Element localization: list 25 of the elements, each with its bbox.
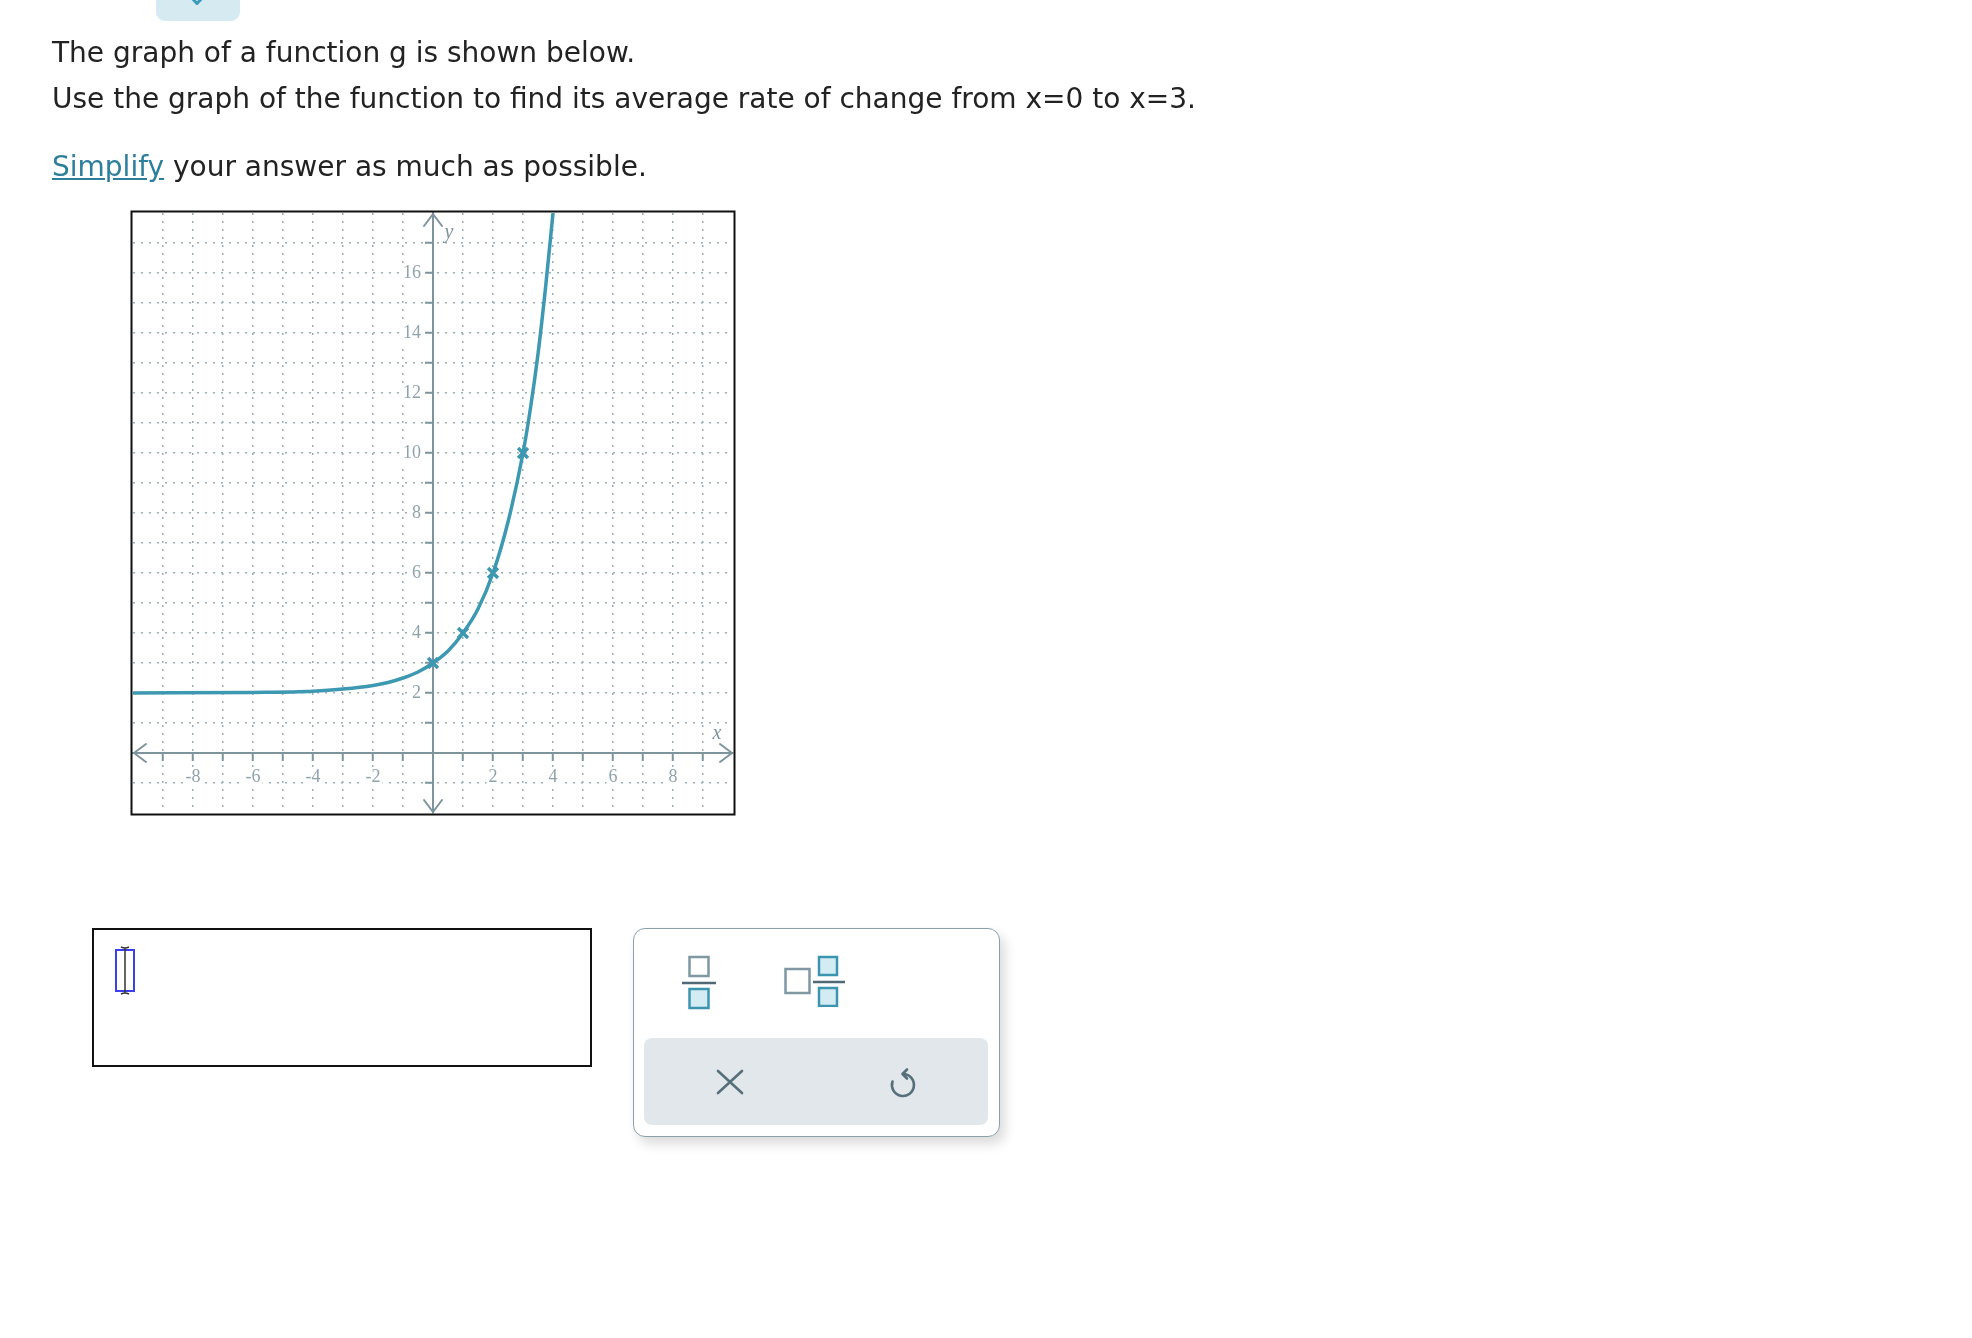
x-tick-label: 6 <box>608 765 618 786</box>
text: Simplify your answer as much as possible. <box>52 150 647 183</box>
point <box>426 656 440 670</box>
x-tick-label: -4 <box>305 765 321 786</box>
x-tick-label: -2 <box>365 765 381 786</box>
x-tick-label: 2 <box>488 765 498 786</box>
point <box>516 446 530 460</box>
y-tick-label: 6 <box>412 561 421 582</box>
x-tick-label: -8 <box>185 765 201 786</box>
point <box>486 566 500 580</box>
x-tick-label: -6 <box>245 765 261 786</box>
point <box>456 626 470 640</box>
y-tick-label: 16 <box>403 261 421 282</box>
chart-title: The graph of a function g is shown below. <box>52 36 636 70</box>
x-axis-title: x <box>711 721 722 744</box>
y-tick-label: 2 <box>412 681 421 702</box>
y-tick-label: 14 <box>403 321 421 342</box>
x-tick-label: 4 <box>548 765 558 786</box>
y-tick-label: 10 <box>403 441 421 462</box>
y-tick-label: 8 <box>412 501 421 522</box>
y-axis-title: y <box>442 220 454 244</box>
y-tick-label: 12 <box>403 381 421 402</box>
y-tick-label: 4 <box>412 621 421 642</box>
x-tick-label: 8 <box>668 765 678 786</box>
chart-subtitle: Use the graph of the function to find its average rate of change from x=0 to x=3. <box>52 82 1196 116</box>
